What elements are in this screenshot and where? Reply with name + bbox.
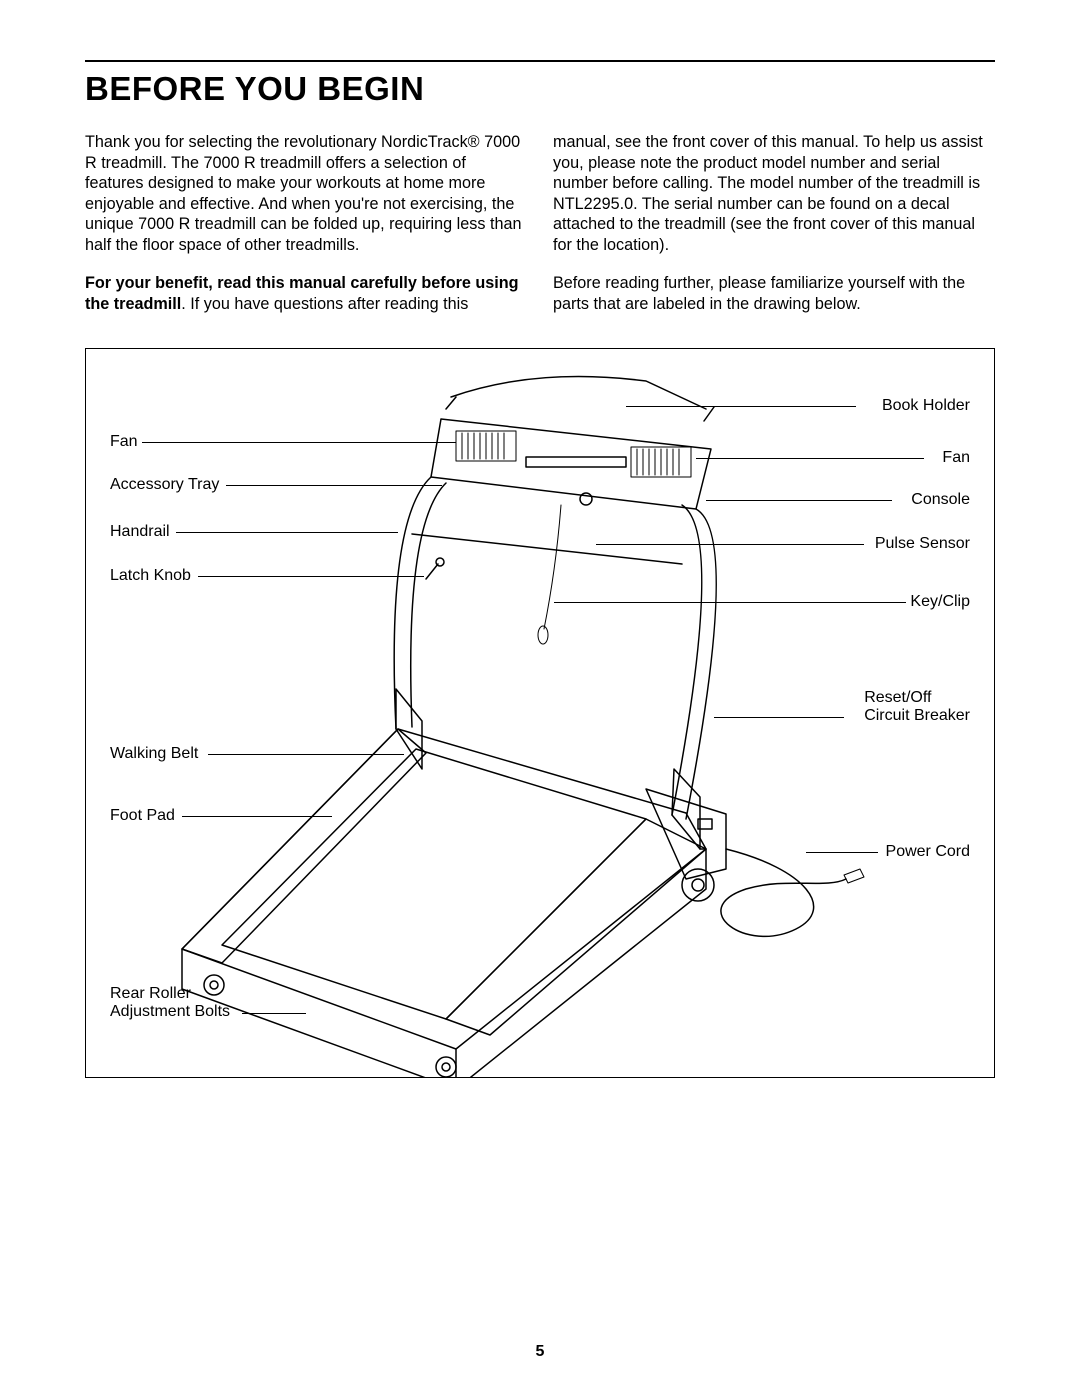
leader-accessory-tray <box>226 485 442 486</box>
label-fan-left: Fan <box>110 433 138 451</box>
label-latch-knob: Latch Knob <box>110 567 191 585</box>
leader-pulse-sensor <box>596 544 864 545</box>
label-key-clip: Key/Clip <box>910 593 970 611</box>
page-number: 5 <box>0 1343 1080 1361</box>
label-foot-pad: Foot Pad <box>110 807 175 825</box>
leader-key-clip <box>554 602 906 603</box>
leader-book-holder <box>626 406 856 407</box>
leader-foot-pad <box>182 816 332 817</box>
label-reset-off: Reset/Off Circuit Breaker <box>864 689 970 726</box>
label-power-cord: Power Cord <box>886 843 970 861</box>
familiarize-paragraph: Before reading further, please familiari… <box>553 273 995 314</box>
label-fan-right: Fan <box>942 449 970 467</box>
label-pulse-sensor: Pulse Sensor <box>875 535 970 553</box>
leader-power-cord <box>806 852 878 853</box>
leader-reset-off <box>714 717 844 718</box>
label-accessory-tray: Accessory Tray <box>110 476 219 494</box>
body-columns: Thank you for selecting the revolutionar… <box>85 132 995 324</box>
diagram-frame: Fan Accessory Tray Handrail Latch Knob W… <box>85 348 995 1078</box>
page-title: BEFORE YOU BEGIN <box>85 70 995 108</box>
intro-paragraph: Thank you for selecting the revolutionar… <box>85 132 527 255</box>
label-console: Console <box>911 491 970 509</box>
leader-fan-left <box>142 442 456 443</box>
leader-latch-knob <box>198 576 424 577</box>
label-book-holder: Book Holder <box>882 397 970 415</box>
top-rule <box>85 60 995 62</box>
leader-fan-right <box>696 458 924 459</box>
label-rear-roller: Rear Roller Adjustment Bolts <box>110 985 230 1022</box>
leader-walking-belt <box>208 754 404 755</box>
label-handrail: Handrail <box>110 523 170 541</box>
leader-handrail <box>176 532 398 533</box>
leader-rear-roller <box>242 1013 306 1014</box>
label-walking-belt: Walking Belt <box>110 745 198 763</box>
leader-console <box>706 500 892 501</box>
